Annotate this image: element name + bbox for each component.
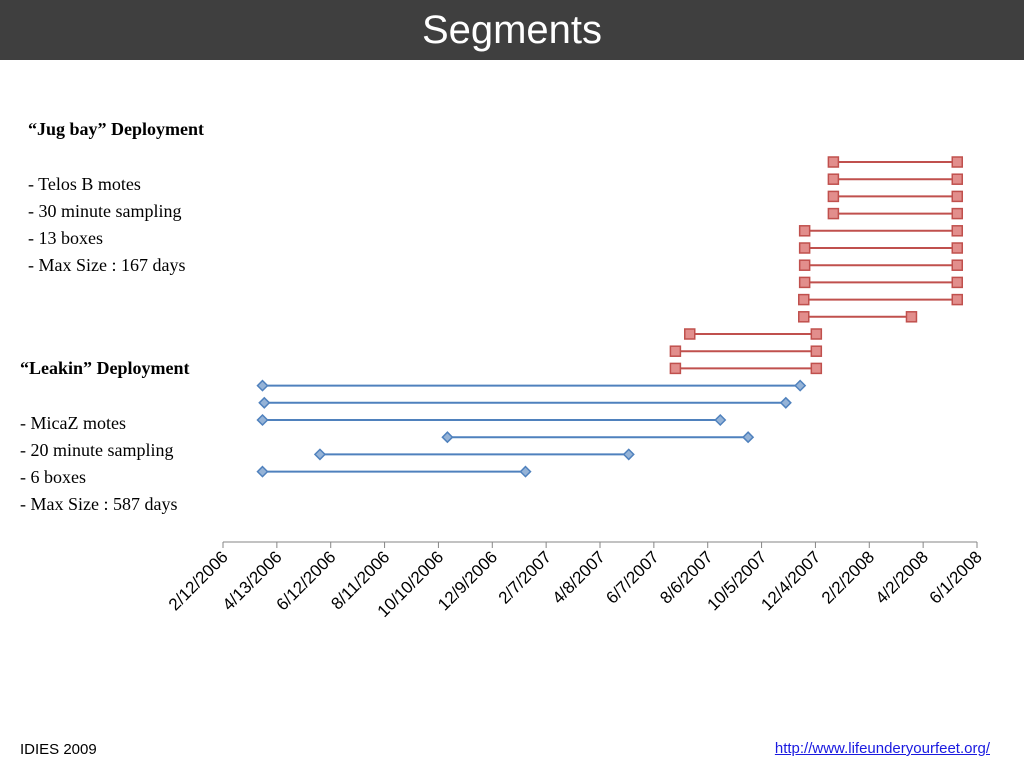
x-tick-label: 2/2/2008 — [818, 547, 878, 607]
jugbay-line-motes: - Telos B motes — [28, 173, 141, 194]
jugbay-line-sampling: - 30 minute sampling — [28, 200, 182, 221]
footer-event: IDIES 2009 — [20, 741, 97, 758]
jugbay-segment-end-marker — [951, 156, 964, 168]
jugbay-segment-start-marker — [798, 225, 811, 237]
jugbay-segment-end-marker — [951, 207, 964, 220]
jugbay-line-boxes: - 13 boxes — [28, 228, 103, 249]
leakin-segment-end-marker — [742, 431, 755, 444]
jugbay-segment-end-marker — [905, 311, 918, 323]
x-tick-label: 6/7/2007 — [602, 547, 662, 607]
leakin-description: “Leakin” Deployment - MicaZ motes - 20 m… — [20, 355, 190, 519]
slide-title: Segments — [421, 8, 603, 52]
leakin-segment-end-marker — [622, 448, 635, 461]
leakin-segment-start-marker — [256, 379, 269, 392]
jugbay-segment-end-marker — [951, 293, 964, 306]
leakin-line-boxes: - 6 boxes — [20, 467, 86, 488]
leakin-segment-start-marker — [441, 431, 454, 444]
leakin-line-maxsize: - Max Size : 587 days — [20, 494, 178, 515]
leakin-heading: “Leakin” Deployment — [20, 358, 190, 378]
jugbay-segment-start-marker — [798, 293, 810, 306]
leakin-line-sampling: - 20 minute sampling — [20, 439, 174, 460]
leakin-segment-start-marker — [256, 465, 269, 478]
jugbay-segment-end-marker — [951, 276, 964, 289]
jugbay-segment-end-marker — [810, 362, 823, 375]
x-tick-label: 4/2/2008 — [872, 547, 932, 607]
leakin-segment-end-marker — [714, 413, 727, 427]
jugbay-segment-start-marker — [827, 190, 840, 203]
leakin-segment-start-marker — [258, 396, 271, 409]
title-bar — [0, 0, 1024, 60]
jugbay-segment-start-marker — [798, 276, 811, 289]
leakin-segment-start-marker — [256, 413, 269, 427]
jugbay-segment-start-marker — [827, 173, 840, 185]
jugbay-segment-start-marker — [798, 242, 811, 254]
jugbay-segment-end-marker — [810, 328, 823, 340]
jugbay-segment-end-marker — [951, 173, 964, 185]
jugbay-segment-start-marker — [798, 311, 810, 323]
jugbay-segment-end-marker — [810, 345, 823, 357]
jugbay-segment-end-marker — [951, 259, 964, 271]
x-tick-label: 12/9/2006 — [434, 547, 501, 614]
leakin-segment-end-marker — [519, 465, 532, 478]
jugbay-segment-end-marker — [951, 242, 964, 254]
leakin-line-motes: - MicaZ motes — [20, 412, 126, 433]
jugbay-segment-start-marker — [669, 345, 682, 357]
jugbay-segment-start-marker — [684, 328, 696, 340]
jugbay-segment-start-marker — [827, 156, 840, 168]
jugbay-segment-end-marker — [951, 225, 964, 237]
x-tick-label: 6/1/2008 — [926, 547, 986, 607]
jugbay-line-maxsize: - Max Size : 167 days — [28, 255, 186, 276]
leakin-segment-end-marker — [794, 379, 807, 392]
jugbay-heading: “Jug bay” Deployment — [28, 119, 205, 139]
jugbay-description: “Jug bay” Deployment - Telos B motes - 3… — [28, 116, 204, 280]
jugbay-segment-start-marker — [798, 259, 811, 271]
x-tick-label: 6/12/2006 — [273, 547, 340, 614]
x-tick-label: 4/8/2007 — [549, 547, 609, 607]
footer-link[interactable]: http://www.lifeunderyourfeet.org/ — [774, 740, 990, 757]
x-tick-label: 12/4/2007 — [757, 547, 824, 614]
leakin-segment-end-marker — [779, 396, 792, 409]
jugbay-segment-start-marker — [669, 362, 682, 375]
leakin-segment-start-marker — [313, 448, 327, 461]
x-tick-label: 2/7/2007 — [495, 547, 555, 607]
jugbay-segment-start-marker — [827, 207, 840, 220]
jugbay-segment-end-marker — [951, 190, 964, 203]
